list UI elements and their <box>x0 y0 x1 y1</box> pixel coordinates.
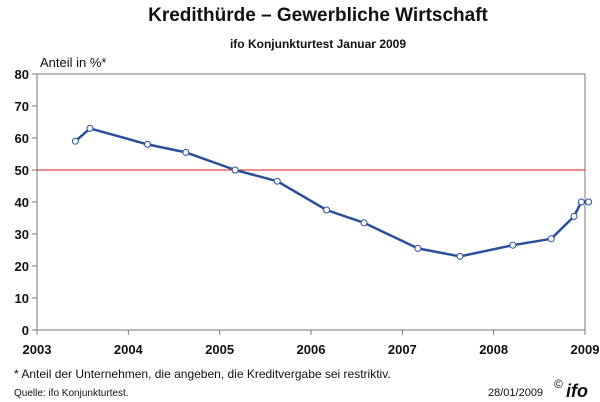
y-tick-label: 0 <box>22 323 29 338</box>
data-point <box>273 177 281 185</box>
chart-title: Kredithürde – Gewerbliche Wirtschaft <box>148 5 488 26</box>
data-point <box>144 140 152 148</box>
x-tick-label: 2008 <box>479 342 508 357</box>
ifo-logo: ifo <box>566 381 588 401</box>
source-note: Quelle: ifo Konjunkturtest. <box>14 388 129 399</box>
x-tick-label: 2004 <box>114 342 144 357</box>
copyright-symbol: © <box>554 377 563 391</box>
data-point <box>456 252 464 260</box>
series-group <box>71 124 593 260</box>
data-point <box>547 235 555 243</box>
y-tick-label: 40 <box>15 195 29 210</box>
y-tick-label: 70 <box>15 99 29 114</box>
y-axis: 0 10 20 30 40 50 60 70 80 <box>15 67 37 338</box>
data-point <box>86 124 94 132</box>
x-tick-label: 2007 <box>388 342 417 357</box>
data-point <box>323 206 331 214</box>
x-tick-label: 2005 <box>205 342 234 357</box>
data-point <box>570 212 578 220</box>
y-tick-label: 30 <box>15 227 29 242</box>
y-tick-label: 50 <box>15 163 29 178</box>
x-tick-label: 2003 <box>23 342 52 357</box>
y-tick-label: 60 <box>15 131 29 146</box>
data-point <box>577 198 585 206</box>
data-point <box>360 219 368 227</box>
x-axis: 2003 2004 2005 2006 2007 2008 2009 <box>23 330 600 357</box>
y-axis-label: Anteil in %* <box>40 55 106 70</box>
data-point <box>71 137 79 145</box>
y-tick-label: 10 <box>15 291 29 306</box>
date-stamp: 28/01/2009 <box>488 387 543 399</box>
x-tick-label: 2006 <box>297 342 326 357</box>
y-tick-label: 80 <box>15 67 29 82</box>
y-tick-label: 20 <box>15 259 29 274</box>
data-point <box>585 198 593 206</box>
chart-subtitle: ifo Konjunkturtest Januar 2009 <box>230 37 406 51</box>
data-point <box>231 166 239 174</box>
data-point <box>182 148 190 156</box>
data-point <box>414 244 422 252</box>
footnote: * Anteil der Unternehmen, die angeben, d… <box>14 367 391 381</box>
x-tick-label: 2009 <box>571 342 600 357</box>
data-point <box>509 241 517 249</box>
